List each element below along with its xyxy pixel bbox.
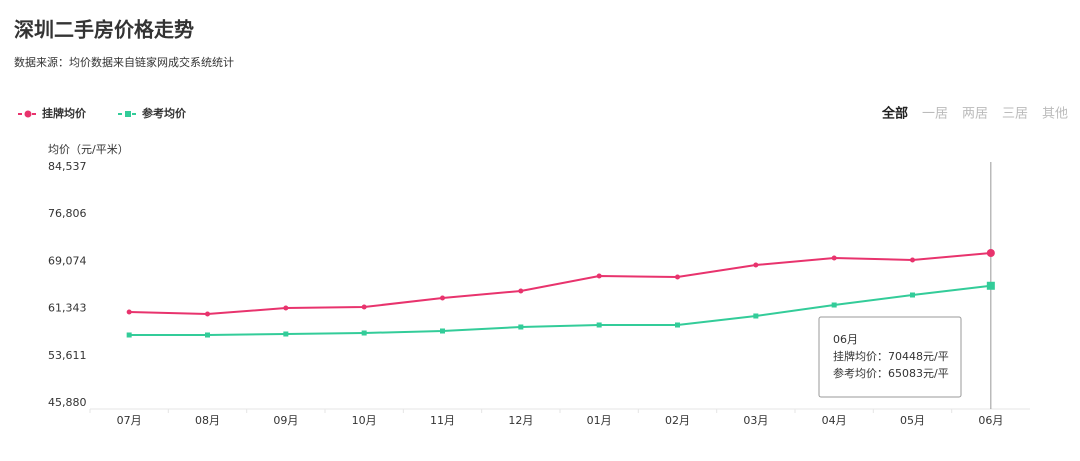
x-tick-label: 10月 bbox=[352, 414, 377, 427]
tab[interactable]: 三居 bbox=[1002, 107, 1028, 122]
data-point[interactable] bbox=[675, 274, 680, 280]
data-point[interactable] bbox=[283, 331, 289, 337]
tooltip-title: 06月 bbox=[833, 333, 858, 346]
data-point[interactable] bbox=[675, 322, 680, 328]
subtitle: 数据来源：均价数据来自链家网成交系统统计 bbox=[14, 55, 234, 69]
tooltip-box bbox=[818, 316, 962, 398]
data-point[interactable] bbox=[596, 322, 602, 328]
data-point[interactable] bbox=[440, 295, 445, 301]
legend-marker bbox=[125, 111, 131, 117]
data-point[interactable] bbox=[831, 302, 837, 308]
data-point[interactable] bbox=[910, 292, 915, 298]
y-tick-label: 76,806 bbox=[48, 207, 87, 220]
y-tick-label: 61,343 bbox=[48, 302, 87, 315]
data-point[interactable] bbox=[910, 257, 915, 263]
x-tick-label: 01月 bbox=[587, 414, 612, 427]
series-line bbox=[129, 284, 991, 337]
data-point[interactable] bbox=[831, 255, 837, 261]
data-point[interactable] bbox=[205, 311, 210, 317]
x-tick-label: 08月 bbox=[195, 414, 220, 427]
tab[interactable]: 一居 bbox=[922, 107, 948, 122]
legend-marker bbox=[24, 110, 32, 118]
data-point[interactable] bbox=[361, 304, 367, 310]
tooltip-line: 参考均价：65083元/平 bbox=[833, 366, 949, 380]
x-tick-label: 02月 bbox=[665, 414, 690, 427]
data-point[interactable] bbox=[126, 309, 132, 315]
data-point[interactable] bbox=[518, 324, 524, 330]
tab[interactable]: 两居 bbox=[962, 107, 988, 122]
tooltip-line: 挂牌均价：70448元/平 bbox=[833, 349, 949, 363]
x-tick-label: 04月 bbox=[822, 414, 847, 427]
data-point[interactable] bbox=[986, 281, 995, 290]
series-line bbox=[129, 252, 991, 316]
x-tick-label: 09月 bbox=[273, 414, 298, 427]
x-tick-label: 06月 bbox=[978, 414, 1003, 427]
data-point[interactable] bbox=[518, 288, 524, 294]
data-point[interactable] bbox=[986, 249, 995, 258]
legend-label[interactable]: 挂牌均价 bbox=[42, 106, 87, 120]
y-tick-label: 69,074 bbox=[48, 254, 87, 267]
data-point[interactable] bbox=[440, 328, 445, 334]
y-tick-label: 45,880 bbox=[48, 396, 87, 409]
y-axis-title: 均价（元/平米） bbox=[48, 143, 129, 156]
chart-title: 深圳二手房价格走势 bbox=[14, 18, 194, 42]
legend-label[interactable]: 参考均价 bbox=[142, 106, 187, 120]
y-tick-label: 84,537 bbox=[48, 160, 87, 173]
x-tick-label: 07月 bbox=[117, 414, 142, 427]
tab[interactable]: 其他 bbox=[1042, 107, 1068, 122]
x-tick-label: 05月 bbox=[900, 414, 925, 427]
x-tick-label: 11月 bbox=[430, 414, 455, 427]
data-point[interactable] bbox=[596, 273, 602, 279]
data-point[interactable] bbox=[126, 332, 132, 338]
tab[interactable]: 全部 bbox=[881, 106, 908, 122]
data-point[interactable] bbox=[753, 262, 759, 268]
y-tick-label: 53,611 bbox=[48, 349, 87, 362]
data-point[interactable] bbox=[205, 332, 210, 338]
data-point[interactable] bbox=[753, 313, 759, 319]
x-tick-label: 12月 bbox=[508, 414, 533, 427]
data-point[interactable] bbox=[361, 330, 367, 336]
x-tick-label: 03月 bbox=[743, 414, 768, 427]
data-point[interactable] bbox=[283, 305, 289, 311]
